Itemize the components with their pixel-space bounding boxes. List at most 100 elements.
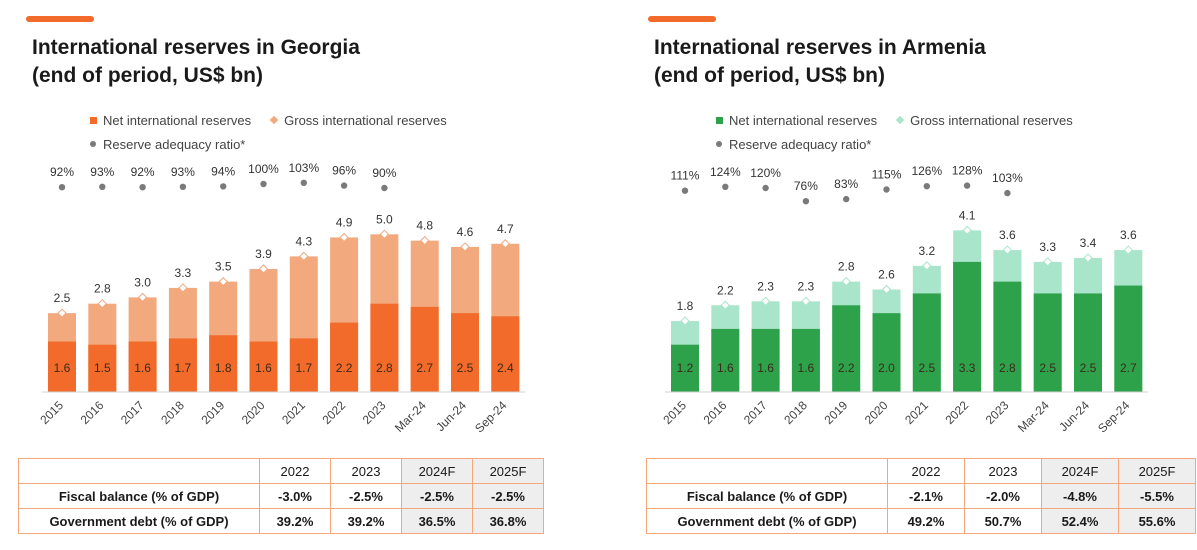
x-tick-label: 2023	[983, 398, 1012, 427]
gross-value-label: 3.6	[999, 228, 1016, 242]
ratio-label: 94%	[211, 164, 235, 178]
table-cell: -5.5%	[1118, 483, 1196, 509]
net-value-label: 2.2	[336, 361, 353, 375]
x-tick-label: 2017	[118, 398, 147, 427]
x-tick-label: 2018	[781, 398, 810, 427]
x-tick-label: 2015	[660, 398, 689, 427]
gross-marker	[218, 276, 228, 287]
georgia-fiscal-table: 2022 2023 2024F 2025F Fiscal balance (% of G…	[18, 458, 544, 534]
accent-bar	[648, 16, 716, 22]
gross-marker	[922, 261, 932, 271]
gross-marker	[720, 300, 731, 310]
gross-marker	[500, 239, 511, 249]
gross-value-label: 4.6	[457, 225, 474, 239]
gross-marker	[379, 229, 390, 240]
ratio-dot	[923, 183, 930, 190]
gross-value-label: 4.1	[959, 208, 976, 222]
gross-value-label: 4.7	[497, 222, 514, 236]
ratio-label: 124%	[710, 165, 741, 179]
legend-gross: Gross international reserves	[269, 113, 447, 128]
net-value-label: 1.6	[757, 361, 774, 375]
gross-swatch-icon	[895, 115, 905, 125]
table-cell: 49.2%	[887, 508, 965, 534]
gross-marker	[962, 225, 972, 236]
gross-value-label: 1.8	[677, 299, 694, 313]
net-value-label: 1.8	[215, 361, 232, 375]
gross-marker	[881, 284, 892, 295]
gross-swatch-icon	[269, 115, 279, 125]
x-tick-label: 2019	[822, 398, 851, 427]
ratio-label: 76%	[794, 179, 818, 193]
table-cell: -2.5%	[401, 483, 473, 509]
header-corner	[18, 458, 260, 484]
net-value-label: 1.6	[255, 361, 272, 375]
table-header-row: 2022 2023 2024F 2025F	[18, 458, 544, 484]
header-cell: 2024F	[1041, 458, 1119, 484]
legend-net: Net international reserves	[90, 113, 251, 128]
ratio-dot	[99, 183, 106, 190]
gross-value-label: 3.5	[215, 260, 232, 274]
net-bar	[48, 341, 76, 392]
ratio-dot	[260, 180, 267, 188]
x-tick-label: 2023	[360, 398, 389, 427]
ratio-label: 92%	[131, 165, 155, 179]
table-cell: -4.8%	[1041, 483, 1119, 509]
legend-gross-label: Gross international reserves	[910, 112, 1073, 128]
gross-value-label: 3.6	[1120, 228, 1137, 242]
header-cell: 2023	[330, 458, 402, 484]
legend-ratio: Reserve adequacy ratio*	[90, 137, 245, 152]
gross-marker	[1083, 253, 1093, 263]
ratio-dot	[843, 195, 850, 203]
legend-ratio-label: Reserve adequacy ratio*	[103, 136, 246, 152]
legend-ratio: Reserve adequacy ratio*	[716, 137, 871, 152]
chart-title: International reserves in Armenia (end o…	[654, 36, 986, 87]
ratio-dot	[1004, 189, 1011, 197]
gross-value-label: 4.3	[295, 234, 312, 248]
net-swatch-icon	[90, 116, 97, 124]
x-tick-label: 2016	[701, 398, 730, 427]
net-value-label: 2.8	[376, 361, 393, 375]
ratio-dot-icon	[716, 141, 722, 147]
gross-marker	[1002, 245, 1013, 255]
net-bar	[289, 338, 318, 392]
header-cell: 2022	[259, 458, 331, 484]
gross-value-label: 2.5	[54, 291, 71, 305]
net-value-label: 1.2	[677, 361, 694, 375]
net-value-label: 1.7	[295, 361, 312, 375]
net-value-label: 2.5	[1080, 361, 1097, 375]
net-value-label: 2.2	[838, 361, 855, 375]
net-bar	[1033, 293, 1062, 392]
gross-marker	[1123, 245, 1134, 255]
gross-marker	[178, 283, 188, 293]
legend-gross: Gross international reserves	[895, 112, 1073, 128]
gross-marker	[339, 232, 349, 243]
ratio-dot	[340, 182, 348, 189]
table-cell: 52.4%	[1041, 508, 1119, 534]
gross-value-label: 3.4	[1080, 236, 1097, 250]
net-value-label: 1.6	[54, 361, 71, 375]
gross-value-label: 2.2	[717, 283, 734, 297]
gross-value-label: 3.3	[175, 266, 192, 280]
net-bar	[993, 281, 1022, 392]
net-swatch-icon	[716, 116, 723, 124]
net-value-label: 1.7	[175, 361, 192, 375]
gross-marker	[57, 308, 67, 318]
table-cell: -2.1%	[887, 483, 965, 509]
x-tick-label: 2018	[158, 398, 187, 427]
gross-value-label: 2.3	[798, 279, 815, 293]
legend-net: Net international reserves	[716, 113, 877, 128]
x-tick-label: Sep-24	[1095, 398, 1132, 435]
table-cell: -2.5%	[472, 483, 544, 509]
gross-value-label: 2.8	[838, 260, 855, 274]
net-value-label: 2.7	[416, 361, 433, 375]
x-tick-label: Mar-24	[392, 398, 429, 435]
gross-marker	[760, 296, 771, 307]
gross-marker	[299, 251, 309, 262]
table-row: Government debt (% of GDP) 49.2% 50.7% 52.4…	[646, 508, 1196, 534]
net-bar	[912, 293, 941, 392]
net-bar	[832, 305, 861, 392]
ratio-dot	[139, 184, 146, 191]
header-cell: 2022	[887, 458, 965, 484]
row-label: Fiscal balance (% of GDP)	[18, 483, 260, 509]
header-cell: 2024F	[401, 458, 473, 484]
